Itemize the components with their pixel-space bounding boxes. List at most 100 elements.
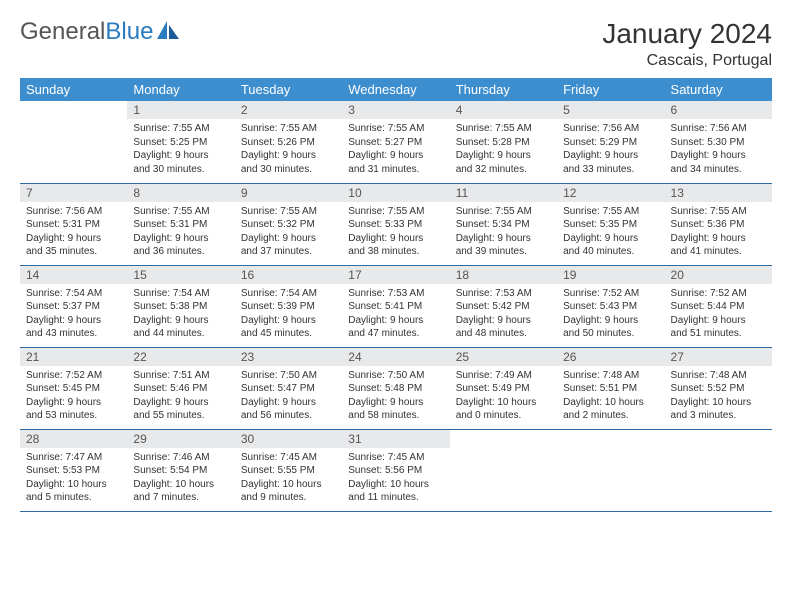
day-detail-line: Sunrise: 7:53 AM [348,287,443,301]
day-header: Saturday [665,78,772,101]
day-number: 1 [127,101,234,119]
day-detail-line: Sunrise: 7:45 AM [241,451,336,465]
calendar-cell: 6Sunrise: 7:56 AMSunset: 5:30 PMDaylight… [665,101,772,183]
calendar-cell: 4Sunrise: 7:55 AMSunset: 5:28 PMDaylight… [450,101,557,183]
day-detail-line: Sunrise: 7:45 AM [348,451,443,465]
day-header: Thursday [450,78,557,101]
day-detail-line: Sunrise: 7:48 AM [563,369,658,383]
logo-part2: Blue [105,18,153,45]
day-number: 30 [235,430,342,448]
day-number: 12 [557,184,664,202]
day-detail-line: Sunset: 5:27 PM [348,136,443,150]
day-detail-line: and 30 minutes. [133,163,228,177]
day-detail-line: Sunrise: 7:54 AM [133,287,228,301]
calendar-cell [20,101,127,183]
day-detail: Sunrise: 7:50 AMSunset: 5:48 PMDaylight:… [342,366,449,427]
day-detail-line: and 35 minutes. [26,245,121,259]
calendar-cell: 2Sunrise: 7:55 AMSunset: 5:26 PMDaylight… [235,101,342,183]
day-number: 28 [20,430,127,448]
day-detail-line: Sunset: 5:37 PM [26,300,121,314]
day-detail-line: Sunset: 5:45 PM [26,382,121,396]
day-detail-line: Sunset: 5:33 PM [348,218,443,232]
day-header: Wednesday [342,78,449,101]
day-detail-line: Daylight: 10 hours [563,396,658,410]
page-title: January 2024 [602,18,772,50]
day-detail-line: Daylight: 9 hours [26,396,121,410]
calendar-cell: 22Sunrise: 7:51 AMSunset: 5:46 PMDayligh… [127,347,234,429]
day-detail-line: Sunset: 5:38 PM [133,300,228,314]
location-label: Cascais, Portugal [602,52,772,70]
day-detail: Sunrise: 7:52 AMSunset: 5:43 PMDaylight:… [557,284,664,345]
day-detail-line: Sunset: 5:54 PM [133,464,228,478]
day-detail-line: and 40 minutes. [563,245,658,259]
day-detail-line: Sunset: 5:56 PM [348,464,443,478]
day-detail-line: Daylight: 9 hours [348,314,443,328]
day-detail-line: Daylight: 9 hours [241,314,336,328]
day-detail-line: Sunset: 5:43 PM [563,300,658,314]
day-detail-line: Sunrise: 7:50 AM [348,369,443,383]
day-detail: Sunrise: 7:55 AMSunset: 5:33 PMDaylight:… [342,202,449,263]
day-number: 2 [235,101,342,119]
day-detail-line: Daylight: 9 hours [671,314,766,328]
day-detail-line: and 45 minutes. [241,327,336,341]
day-detail-line: Sunset: 5:51 PM [563,382,658,396]
day-detail-line: and 36 minutes. [133,245,228,259]
day-detail-line: and 39 minutes. [456,245,551,259]
day-number: 25 [450,348,557,366]
day-detail-line: Daylight: 9 hours [671,232,766,246]
day-detail-line: Daylight: 9 hours [133,314,228,328]
day-detail-line: Daylight: 9 hours [456,149,551,163]
day-detail-line: Sunset: 5:32 PM [241,218,336,232]
day-detail: Sunrise: 7:56 AMSunset: 5:31 PMDaylight:… [20,202,127,263]
calendar-cell: 25Sunrise: 7:49 AMSunset: 5:49 PMDayligh… [450,347,557,429]
day-detail: Sunrise: 7:54 AMSunset: 5:38 PMDaylight:… [127,284,234,345]
calendar-cell: 23Sunrise: 7:50 AMSunset: 5:47 PMDayligh… [235,347,342,429]
day-number: 9 [235,184,342,202]
day-detail-line: Daylight: 10 hours [26,478,121,492]
day-detail-line: Sunrise: 7:55 AM [456,122,551,136]
day-detail-line: Daylight: 9 hours [241,232,336,246]
calendar-cell: 7Sunrise: 7:56 AMSunset: 5:31 PMDaylight… [20,183,127,265]
calendar-cell: 30Sunrise: 7:45 AMSunset: 5:55 PMDayligh… [235,429,342,511]
day-detail: Sunrise: 7:54 AMSunset: 5:37 PMDaylight:… [20,284,127,345]
day-detail-line: Sunset: 5:35 PM [563,218,658,232]
day-detail-line: Sunrise: 7:53 AM [456,287,551,301]
day-number: 7 [20,184,127,202]
day-detail-line: Sunrise: 7:56 AM [671,122,766,136]
day-detail-line: Sunrise: 7:56 AM [26,205,121,219]
day-detail-line: and 51 minutes. [671,327,766,341]
day-detail-line: Daylight: 9 hours [348,232,443,246]
day-detail: Sunrise: 7:48 AMSunset: 5:52 PMDaylight:… [665,366,772,427]
day-detail-line: Daylight: 9 hours [241,149,336,163]
day-detail: Sunrise: 7:55 AMSunset: 5:34 PMDaylight:… [450,202,557,263]
sail-icon [155,19,183,46]
day-detail-line: Sunset: 5:41 PM [348,300,443,314]
calendar-row: 7Sunrise: 7:56 AMSunset: 5:31 PMDaylight… [20,183,772,265]
day-detail-line: and 48 minutes. [456,327,551,341]
day-number: 11 [450,184,557,202]
calendar-table: SundayMondayTuesdayWednesdayThursdayFrid… [20,78,772,512]
calendar-cell: 10Sunrise: 7:55 AMSunset: 5:33 PMDayligh… [342,183,449,265]
calendar-cell: 3Sunrise: 7:55 AMSunset: 5:27 PMDaylight… [342,101,449,183]
day-detail-line: Daylight: 9 hours [133,149,228,163]
day-detail-line: Sunrise: 7:55 AM [241,122,336,136]
day-detail-line: Daylight: 9 hours [348,149,443,163]
day-detail-line: and 41 minutes. [671,245,766,259]
day-detail: Sunrise: 7:47 AMSunset: 5:53 PMDaylight:… [20,448,127,509]
day-detail-line: Sunrise: 7:51 AM [133,369,228,383]
day-detail-line: Sunset: 5:34 PM [456,218,551,232]
day-detail-line: Sunset: 5:55 PM [241,464,336,478]
day-detail-line: Daylight: 9 hours [348,396,443,410]
day-detail-line: and 11 minutes. [348,491,443,505]
day-detail-line: Sunrise: 7:56 AM [563,122,658,136]
day-header-row: SundayMondayTuesdayWednesdayThursdayFrid… [20,78,772,101]
day-detail: Sunrise: 7:56 AMSunset: 5:29 PMDaylight:… [557,119,664,180]
day-detail-line: Daylight: 10 hours [671,396,766,410]
day-detail-line: Sunset: 5:31 PM [26,218,121,232]
day-detail-line: Daylight: 10 hours [241,478,336,492]
day-detail-line: Daylight: 9 hours [26,314,121,328]
day-detail-line: Sunrise: 7:54 AM [241,287,336,301]
day-detail-line: Daylight: 9 hours [456,232,551,246]
day-detail: Sunrise: 7:56 AMSunset: 5:30 PMDaylight:… [665,119,772,180]
day-detail: Sunrise: 7:45 AMSunset: 5:55 PMDaylight:… [235,448,342,509]
